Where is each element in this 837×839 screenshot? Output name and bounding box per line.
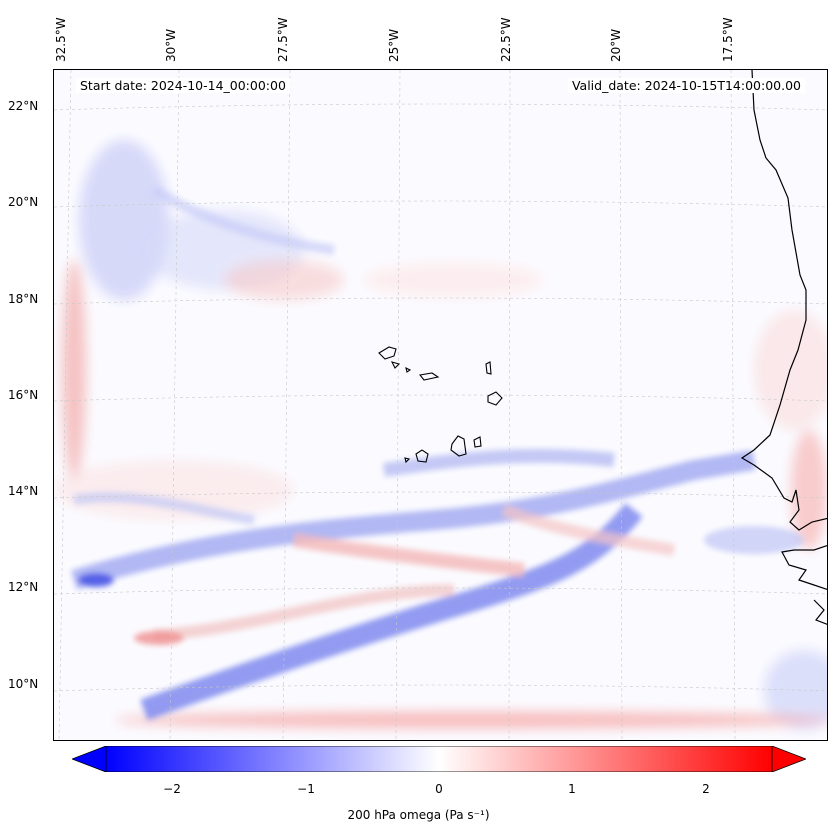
lon-label-17-5w: 17.5°W — [721, 17, 735, 62]
valid-date-label: Valid_date: 2024-10-15T14:00:00.00 — [567, 78, 805, 93]
gridlines — [54, 70, 827, 740]
lon-label-22-5w: 22.5°W — [499, 17, 513, 62]
lon-label-30w: 30°W — [164, 28, 178, 62]
lat-label-20n: 20°N — [8, 195, 39, 209]
lat-label-16n: 16°N — [8, 388, 39, 402]
africa-coastline — [740, 70, 827, 531]
start-date-label: Start date: 2024-10-14_00:00:00 — [76, 78, 290, 93]
lon-label-27-5w: 27.5°W — [276, 17, 290, 62]
omega-bands — [71, 185, 804, 721]
colorbar-tick-1: 1 — [568, 782, 576, 796]
colorbar-tick-minus2: −2 — [163, 782, 181, 796]
coastlines — [740, 70, 827, 625]
colorbar-tick-minus1: −1 — [297, 782, 315, 796]
lat-label-12n: 12°N — [8, 580, 39, 594]
colorbar-extend-max — [771, 746, 806, 772]
lat-label-22n: 22°N — [8, 99, 39, 113]
lat-label-14n: 14°N — [8, 484, 39, 498]
lon-label-25w: 25°W — [387, 28, 401, 62]
cape-verde-islands — [378, 346, 503, 464]
colorbar-label: 200 hPa omega (Pa s⁻¹) — [347, 808, 490, 822]
map-panel: Start date: 2024-10-14_00:00:00 Valid_da… — [53, 69, 828, 741]
colorbar-tick-0: 0 — [435, 782, 443, 796]
colorbar-gradient — [105, 746, 773, 772]
colorbar — [72, 746, 806, 772]
lat-label-10n: 10°N — [8, 677, 39, 691]
lon-label-20w: 20°W — [609, 28, 623, 62]
colorbar-extend-min — [72, 746, 107, 772]
africa-coastline-south — [781, 545, 827, 590]
omega-field-map — [54, 70, 827, 740]
lat-label-18n: 18°N — [8, 292, 39, 306]
colorbar-tick-2: 2 — [702, 782, 710, 796]
lon-label-32-5w: 32.5°W — [54, 17, 68, 62]
